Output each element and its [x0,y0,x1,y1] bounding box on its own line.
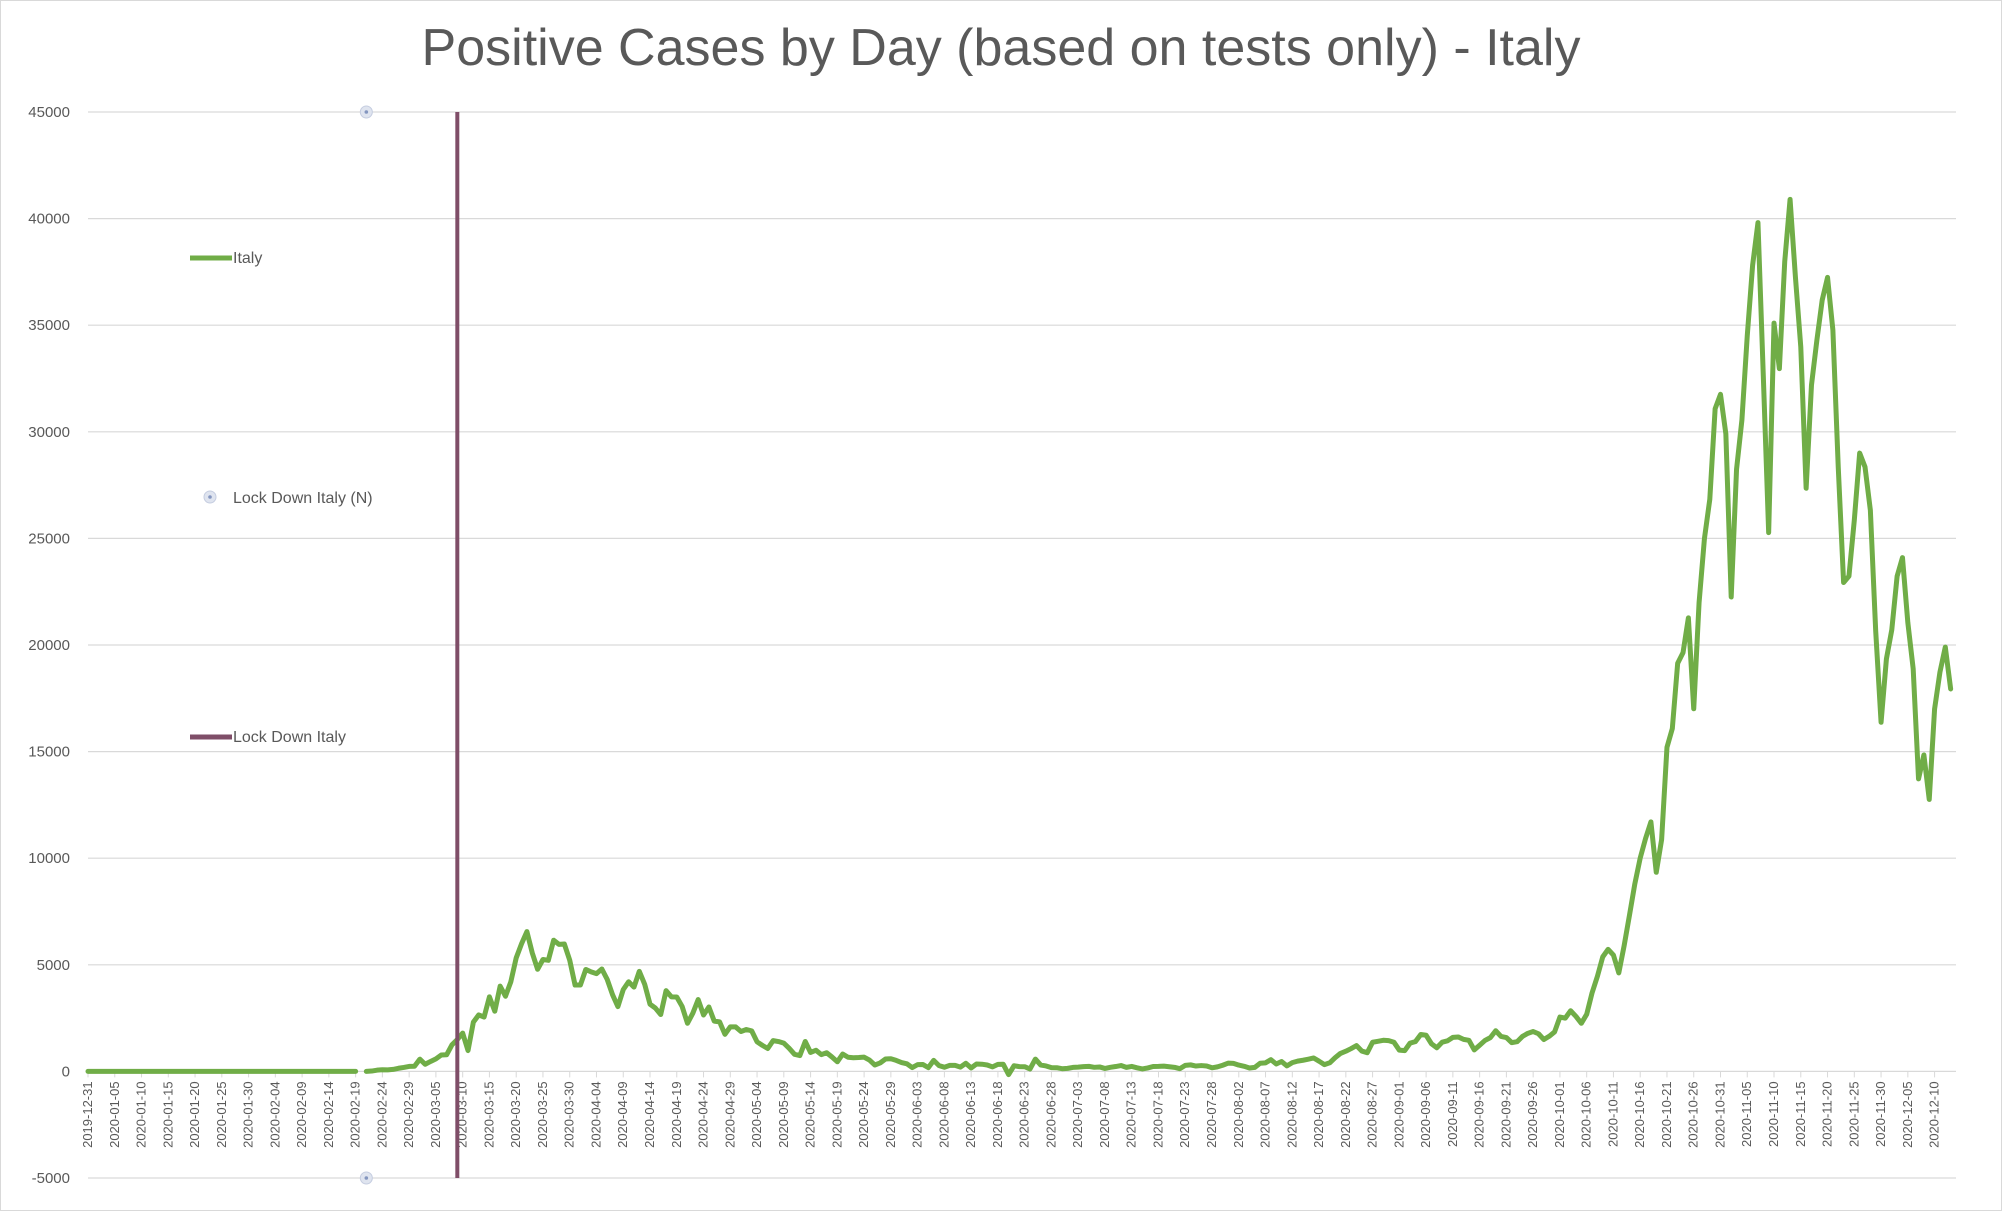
y-axis-tick-labels: -5000 0 5000 10000 15000 20000 25000 30000 35000… [28,104,70,1187]
x-tick-label: 2020-04-09 [615,1081,630,1148]
x-tick-label: 2020-12-05 [1900,1081,1915,1148]
x-tick-label: 2020-05-04 [749,1081,764,1148]
x-tick-label: 2020-08-12 [1284,1081,1299,1148]
x-tick-label: 2020-10-06 [1579,1081,1594,1148]
x-tick-label: 2020-08-07 [1258,1081,1273,1148]
y-tick-label: 40000 [28,211,70,228]
x-tick-label: 2020-11-05 [1739,1081,1754,1147]
x-tick-label: 2020-04-14 [642,1081,657,1148]
x-tick-label: 2020-06-23 [1017,1081,1032,1148]
x-tick-label: 2020-10-11 [1605,1081,1620,1147]
x-tick-label: 2020-09-26 [1525,1081,1540,1148]
data-point-center-lock-down-italy-n [364,110,369,114]
x-tick-label: 2020-08-02 [1231,1081,1246,1148]
legend-label-lock-down-italy: Lock Down Italy [233,729,346,746]
x-tick-label: 2020-10-01 [1552,1081,1567,1148]
y-tick-label: 10000 [28,850,70,867]
x-tick-label: 2020-05-14 [803,1081,818,1148]
x-tick-label: 2020-08-27 [1365,1081,1380,1148]
legend-entry-lock-down-italy-n: Lock Down Italy (N) [203,490,373,507]
x-tick-label: 2020-11-25 [1846,1081,1861,1147]
x-tick-label: 2020-02-24 [374,1081,389,1148]
x-tick-label: 2020-09-11 [1445,1081,1460,1147]
x-tick-label: 2020-04-19 [669,1081,684,1148]
x-tick-label: 2019-12-31 [80,1081,95,1148]
x-tick-label: 2020-05-29 [883,1081,898,1148]
x-tick-label: 2020-02-09 [294,1081,309,1148]
x-tick-label: 2020-10-31 [1712,1081,1727,1148]
chart-title: Positive Cases by Day (based on tests on… [421,19,1581,77]
x-tick-label: 2020-03-05 [428,1081,443,1148]
y-tick-label: 45000 [28,104,70,121]
y-tick-label: 20000 [28,637,70,654]
x-tick-label: 2020-06-13 [963,1081,978,1148]
x-tick-label: 2020-05-09 [776,1081,791,1148]
x-tick-label: 2020-04-29 [722,1081,737,1148]
x-tick-label: 2020-11-30 [1873,1081,1888,1147]
x-tick-label: 2020-01-30 [241,1081,256,1148]
legend: Italy Lock Down Italy (N) Lock Down Ital… [190,250,373,746]
y-tick-label: -5000 [32,1170,70,1187]
x-tick-label: 2020-01-20 [187,1081,202,1148]
x-tick-label: 2020-07-18 [1150,1081,1165,1148]
series-line-italy-segment-2 [363,196,1954,1078]
x-axis-tick-labels: 2019-12-31 2020-01-05 2020-01-10 2020-01-15… [80,1081,1942,1148]
x-tick-label: 2020-02-19 [348,1081,363,1148]
x-tick-label: 2020-01-10 [134,1081,149,1148]
x-tick-label: 2020-03-20 [508,1081,523,1148]
x-tick-label: 2020-10-21 [1659,1081,1674,1148]
x-tick-label: 2020-04-24 [696,1081,711,1148]
x-tick-label: 2020-05-19 [829,1081,844,1148]
x-tick-label: 2020-09-06 [1418,1081,1433,1148]
x-tick-label: 2020-03-30 [562,1081,577,1148]
x-tick-label: 2020-06-03 [910,1081,925,1148]
x-tick-label: 2020-07-28 [1204,1081,1219,1148]
x-tick-label: 2020-07-13 [1124,1081,1139,1148]
x-tick-label: 2020-10-16 [1632,1081,1647,1148]
x-tick-label: 2020-07-08 [1097,1081,1112,1148]
x-tick-label: 2020-02-29 [401,1081,416,1148]
y-tick-label: 0 [62,1063,70,1080]
legend-label-italy: Italy [233,250,262,267]
x-tick-label: 2020-02-04 [267,1081,282,1148]
legend-marker-dot [208,495,212,499]
gridlines [87,111,1956,1179]
data-point-center-lock-down-italy-n [364,1176,369,1180]
x-tick-label: 2020-01-15 [160,1081,175,1148]
x-tick-label: 2020-01-25 [214,1081,229,1148]
x-tick-label: 2020-07-03 [1070,1081,1085,1148]
x-tick-label: 2020-06-28 [1043,1081,1058,1148]
x-tick-label: 2020-08-22 [1338,1081,1353,1148]
x-tick-label: 2020-06-08 [936,1081,951,1148]
x-tick-label: 2020-09-21 [1498,1081,1513,1148]
x-tick-label: 2020-08-17 [1311,1081,1326,1148]
y-tick-label: 35000 [28,317,70,334]
x-tick-label: 2020-07-23 [1177,1081,1192,1148]
x-tick-label: 2020-06-18 [990,1081,1005,1148]
x-tick-label: 2020-03-25 [535,1081,550,1148]
y-tick-label: 30000 [28,424,70,441]
x-tick-label: 2020-09-16 [1472,1081,1487,1148]
y-tick-label: 5000 [37,957,70,974]
x-tick-label: 2020-10-26 [1686,1081,1701,1148]
x-tick-label: 2020-04-04 [588,1081,603,1148]
series-layer [85,105,1954,1185]
y-tick-label: 15000 [28,744,70,761]
x-tick-label: 2020-05-24 [856,1081,871,1148]
y-tick-label: 25000 [28,530,70,547]
x-tick-label: 2020-09-01 [1391,1081,1406,1148]
x-tick-label: 2020-02-14 [321,1081,336,1148]
x-tick-label: 2020-12-10 [1927,1081,1942,1148]
legend-entry-italy: Italy [190,250,262,267]
x-tick-label: 2020-03-15 [481,1081,496,1148]
legend-entry-lock-down-italy: Lock Down Italy [190,729,346,746]
x-tick-label: 2020-01-05 [107,1081,122,1148]
legend-label-lock-down-italy-n: Lock Down Italy (N) [233,490,373,507]
x-tick-label: 2020-11-15 [1793,1081,1808,1147]
x-tick-label: 2020-11-20 [1820,1081,1835,1147]
x-tick-label: 2020-11-10 [1766,1081,1781,1147]
